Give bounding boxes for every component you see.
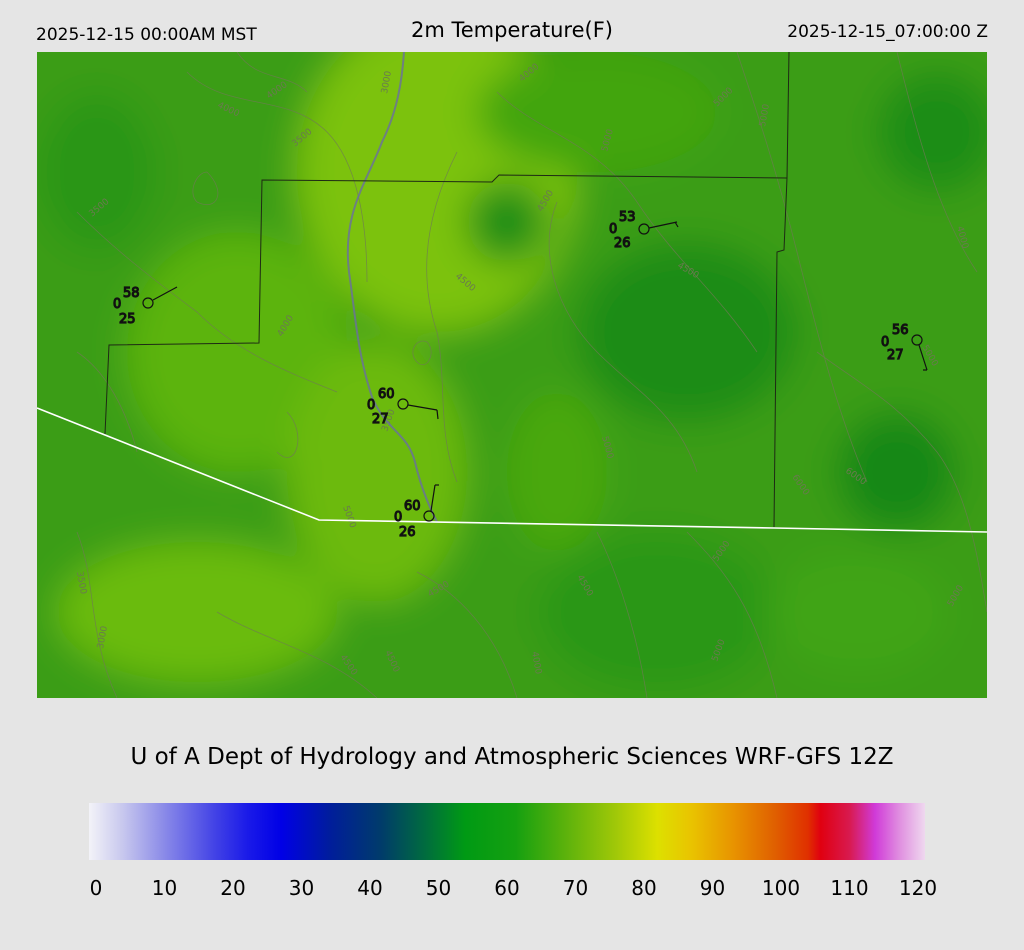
- svg-text:3500: 3500: [74, 571, 88, 596]
- station-2-temp: 53: [619, 210, 636, 225]
- local-time-label: 2025-12-15 00:00AM MST: [36, 25, 257, 45]
- station-3[interactable]: 56 0 27: [880, 322, 928, 371]
- colorbar-tick: 40: [357, 876, 383, 900]
- county-boundaries: [104, 52, 790, 528]
- station-4-dew: 27: [372, 412, 389, 427]
- station-4-wind: 0: [367, 398, 375, 413]
- station-1-temp: 58: [123, 286, 140, 301]
- station-5-dew: 26: [399, 525, 416, 540]
- station-2-wind: 0: [609, 222, 617, 237]
- map-canvas: 4000 4000 3000 3500 3500 4000 4500 4000 …: [37, 52, 987, 698]
- svg-text:3000: 3000: [380, 70, 394, 95]
- station-2-dew: 26: [614, 236, 631, 251]
- station-1-wind: 0: [113, 297, 121, 312]
- station-2[interactable]: 53 0 26: [608, 209, 679, 252]
- svg-text:4000: 4000: [529, 651, 543, 676]
- station-5-temp: 60: [404, 499, 421, 514]
- colorbar-tick: 50: [425, 876, 452, 900]
- station-1[interactable]: 58 0 25: [112, 285, 178, 328]
- colorbar-tick: 20: [220, 876, 246, 900]
- colorbar-tick: 60: [494, 876, 520, 900]
- colorbar-tick: 10: [151, 876, 178, 900]
- colorbar-tick: 30: [288, 876, 315, 900]
- temperature-map[interactable]: 4000 4000 3000 3500 3500 4000 4500 4000 …: [37, 52, 987, 698]
- map-title: 2m Temperature(F): [411, 18, 613, 42]
- colorbar-tick: 70: [562, 876, 589, 900]
- station-5-wind: 0: [394, 510, 402, 525]
- station-5[interactable]: 60 0 26: [393, 484, 439, 541]
- station-4[interactable]: 60 0 27: [366, 386, 439, 428]
- rivers: [346, 52, 438, 523]
- colorbar-tick: 0: [89, 876, 103, 900]
- colorbar-tick: 80: [631, 876, 657, 900]
- station-plots: 58 0 25 53 0 26 56 0 27: [112, 209, 928, 541]
- temperature-colorbar: [89, 803, 925, 860]
- state-boundary: [37, 407, 987, 533]
- station-3-dew: 27: [887, 348, 904, 363]
- utc-time-label: 2025-12-15_07:00:00 Z: [787, 22, 988, 42]
- station-3-temp: 56: [892, 323, 909, 338]
- station-3-wind: 0: [881, 335, 889, 350]
- colorbar-tick: 90: [699, 876, 726, 900]
- colorbar-tick: 100: [761, 876, 801, 900]
- temperature-field: [37, 52, 987, 698]
- station-1-dew: 25: [119, 312, 136, 327]
- credit-label: U of A Dept of Hydrology and Atmospheric…: [130, 744, 894, 770]
- terrain-contours: [76, 52, 987, 698]
- station-4-temp: 60: [378, 387, 395, 402]
- svg-text:5000: 5000: [758, 103, 772, 128]
- colorbar-tick: 110: [830, 876, 869, 900]
- colorbar-tick: 120: [898, 876, 938, 900]
- svg-text:3000: 3000: [96, 625, 110, 650]
